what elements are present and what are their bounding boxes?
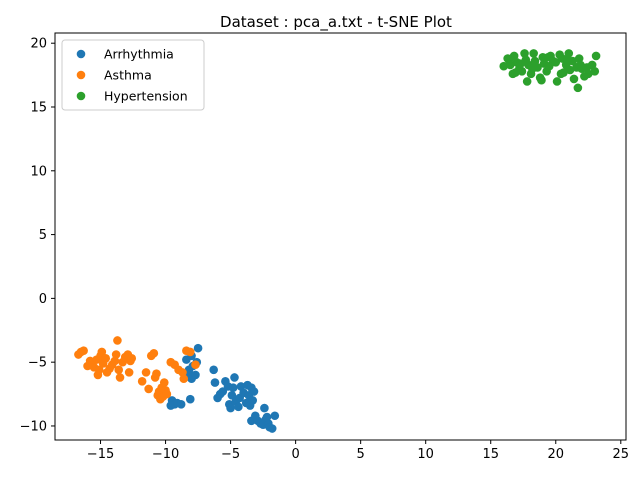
point-asthma-27 bbox=[127, 354, 137, 363]
point-hypertension-38 bbox=[583, 69, 593, 79]
x-tick-label: 10 bbox=[417, 447, 434, 462]
axis-ticks: −15 −10 −5 0 5 10 15 20 25 −10 −5 0 5 10 15 20 bbox=[20, 37, 630, 462]
x-tick-label: 5 bbox=[357, 447, 365, 462]
point-arrhythmia-45 bbox=[260, 403, 269, 413]
point-arrhythmia-26 bbox=[228, 383, 238, 392]
y-tick-label: 5 bbox=[39, 228, 47, 243]
point-hypertension-48 bbox=[563, 55, 572, 65]
y-tick-label: 0 bbox=[39, 292, 47, 307]
point-arrhythmia-51 bbox=[262, 412, 272, 422]
point-arrhythmia-39 bbox=[249, 387, 259, 396]
point-arrhythmia-25 bbox=[227, 391, 237, 400]
legend: Arrhythmia Asthma Hypertension bbox=[61, 39, 205, 111]
x-tick-label: −10 bbox=[152, 447, 179, 462]
point-asthma-28 bbox=[137, 377, 147, 386]
point-hypertension-13 bbox=[529, 49, 538, 58]
point-hypertension-0 bbox=[499, 61, 509, 71]
point-asthma-30 bbox=[144, 384, 153, 394]
axes-frame bbox=[54, 32, 627, 441]
point-arrhythmia-24 bbox=[226, 403, 235, 413]
point-hypertension-32 bbox=[569, 74, 579, 84]
point-asthma-29 bbox=[141, 368, 151, 377]
point-asthma-49 bbox=[185, 347, 195, 357]
point-hypertension-41 bbox=[591, 51, 601, 61]
y-tick-label: −5 bbox=[28, 356, 47, 371]
point-asthma-18 bbox=[111, 350, 121, 359]
y-tick-label: −10 bbox=[20, 419, 47, 434]
point-hypertension-23 bbox=[551, 58, 561, 67]
x-tick-label: 20 bbox=[547, 447, 564, 462]
point-hypertension-43 bbox=[537, 75, 546, 85]
point-hypertension-45 bbox=[576, 60, 585, 70]
point-asthma-34 bbox=[152, 369, 161, 378]
point-hypertension-35 bbox=[574, 54, 584, 63]
legend-label-arrhythmia: Arrhythmia bbox=[104, 47, 174, 62]
legend-marker-asthma bbox=[76, 70, 86, 80]
point-hypertension-50 bbox=[528, 64, 537, 74]
point-asthma-11 bbox=[97, 347, 107, 357]
point-asthma-32 bbox=[149, 348, 159, 358]
point-asthma-50 bbox=[191, 360, 200, 370]
point-arrhythmia-17 bbox=[210, 378, 220, 387]
x-tick-label: 25 bbox=[613, 447, 630, 462]
x-tick-label: −5 bbox=[221, 447, 240, 462]
point-hypertension-24 bbox=[552, 77, 562, 86]
point-asthma-46 bbox=[178, 368, 187, 377]
point-asthma-42 bbox=[162, 389, 172, 399]
point-asthma-47 bbox=[179, 374, 189, 384]
point-hypertension-46 bbox=[516, 59, 525, 68]
point-asthma-19 bbox=[113, 336, 122, 345]
point-hypertension-30 bbox=[565, 65, 575, 75]
point-arrhythmia-50 bbox=[270, 411, 280, 421]
point-asthma-20 bbox=[114, 365, 124, 375]
point-hypertension-29 bbox=[564, 49, 574, 58]
point-arrhythmia-49 bbox=[267, 424, 277, 433]
point-hypertension-40 bbox=[590, 66, 600, 76]
point-arrhythmia-5 bbox=[185, 394, 195, 404]
point-hypertension-7 bbox=[517, 66, 527, 76]
points-layer bbox=[74, 49, 601, 433]
point-hypertension-44 bbox=[556, 69, 566, 79]
y-tick-label: 15 bbox=[30, 101, 47, 116]
point-asthma-40 bbox=[159, 378, 169, 387]
point-asthma-17 bbox=[110, 356, 120, 366]
legend-marker-hypertension bbox=[76, 91, 86, 101]
legend-marker-arrhythmia bbox=[76, 49, 86, 59]
point-asthma-13 bbox=[101, 354, 111, 363]
point-hypertension-10 bbox=[522, 77, 532, 86]
point-hypertension-47 bbox=[543, 52, 553, 62]
chart-title: Dataset : pca_a.txt - t-SNE Plot bbox=[220, 13, 452, 32]
legend-items: Arrhythmia Asthma Hypertension bbox=[76, 47, 188, 104]
y-tick-label: 20 bbox=[30, 37, 47, 52]
point-asthma-21 bbox=[115, 373, 125, 382]
point-arrhythmia-29 bbox=[234, 402, 243, 412]
point-arrhythmia-10 bbox=[193, 343, 203, 353]
point-arrhythmia-2 bbox=[166, 401, 176, 410]
point-arrhythmia-4 bbox=[176, 399, 186, 409]
point-hypertension-8 bbox=[520, 49, 529, 58]
x-tick-label: −15 bbox=[87, 447, 114, 462]
point-hypertension-34 bbox=[573, 83, 583, 93]
x-tick-label: 0 bbox=[291, 447, 299, 462]
legend-box bbox=[61, 39, 205, 111]
point-arrhythmia-38 bbox=[248, 396, 257, 405]
legend-label-asthma: Asthma bbox=[104, 68, 152, 83]
point-arrhythmia-16 bbox=[209, 365, 218, 375]
point-asthma-9 bbox=[94, 365, 104, 375]
x-tick-label: 15 bbox=[482, 447, 499, 462]
y-tick-label: 10 bbox=[30, 164, 47, 179]
point-hypertension-51 bbox=[504, 55, 514, 65]
point-hypertension-49 bbox=[582, 63, 592, 72]
point-arrhythmia-27 bbox=[230, 373, 239, 382]
legend-label-hypertension: Hypertension bbox=[104, 89, 188, 104]
point-asthma-25 bbox=[124, 368, 134, 377]
point-asthma-2 bbox=[79, 346, 88, 355]
point-hypertension-42 bbox=[511, 68, 520, 77]
